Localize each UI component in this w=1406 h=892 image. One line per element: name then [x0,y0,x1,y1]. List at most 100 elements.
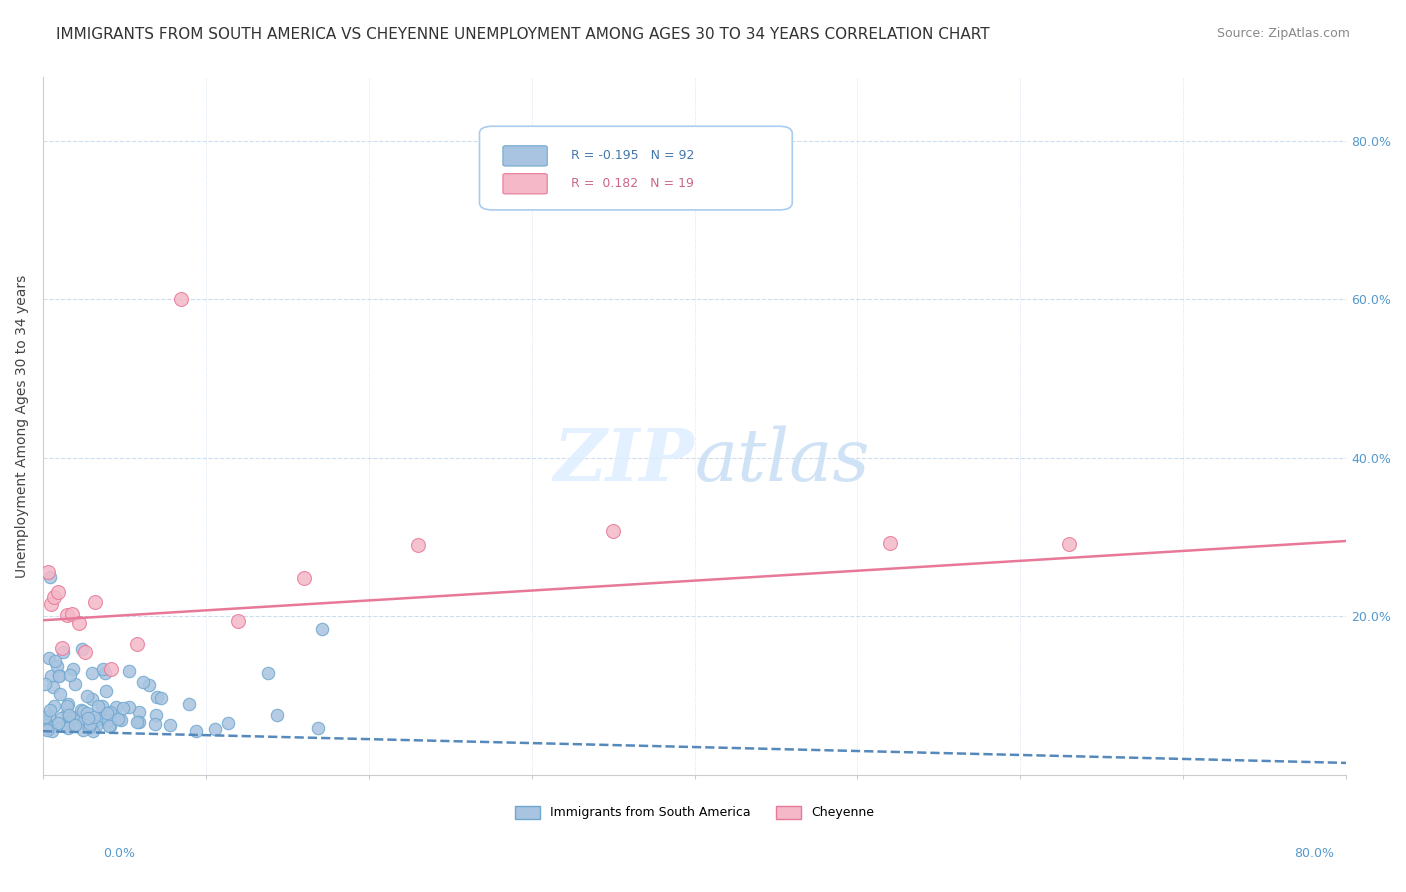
Point [125,715,148,730]
Point [118,699,141,714]
Point [132,674,155,689]
Point [84,595,107,609]
Point [879,536,901,550]
Text: R =  0.182   N = 19: R = 0.182 N = 19 [571,177,693,190]
Point [90,712,112,726]
Point [52,645,75,659]
Point [75,716,97,731]
Point [42,699,65,714]
Point [83,710,105,724]
Text: ZIP: ZIP [554,425,695,497]
Point [91,662,114,676]
Point [80,692,103,706]
Point [62,662,84,676]
Point [59,716,82,731]
Point [34,717,56,731]
Point [39,597,62,611]
Point [98,718,121,732]
Point [311,622,333,636]
Point [67,616,90,631]
Point [84,719,107,733]
Point [55,719,77,733]
FancyBboxPatch shape [479,127,792,210]
Point [110,713,132,727]
Point [45,658,67,673]
Point [38,651,60,665]
Point [184,724,207,739]
Point [44,591,66,605]
Point [228,615,250,629]
Point [48,667,70,681]
Point [145,708,167,723]
Point [127,637,149,651]
Point [49,687,72,701]
Point [34,710,56,724]
Point [38,709,60,723]
Point [90,698,112,713]
Point [82,665,104,680]
Text: 80.0%: 80.0% [1295,847,1334,861]
Point [51,640,73,655]
Point [49,711,72,725]
Point [41,723,63,738]
Point [128,705,150,719]
Point [266,707,288,722]
Point [98,719,121,733]
Point [60,607,83,621]
Point [34,712,56,726]
Legend: Immigrants from South America, Cheyenne: Immigrants from South America, Cheyenne [510,801,879,824]
Text: Source: ZipAtlas.com: Source: ZipAtlas.com [1216,27,1350,40]
Point [82,723,104,738]
Point [46,716,69,731]
Point [58,707,80,722]
Point [56,721,79,735]
Point [55,706,77,721]
Point [149,690,172,705]
FancyBboxPatch shape [503,145,547,166]
Point [75,645,97,659]
Point [76,689,98,703]
Point [77,711,100,725]
Point [217,716,239,731]
Point [69,703,91,717]
Point [100,662,122,676]
Text: 0.0%: 0.0% [104,847,135,861]
Point [177,697,200,711]
Point [72,704,94,718]
Point [58,697,80,711]
Point [138,678,160,692]
Point [39,569,62,583]
Text: atlas: atlas [695,425,870,496]
Point [145,717,167,731]
Point [406,538,429,552]
Point [56,698,79,713]
Point [56,715,79,730]
FancyBboxPatch shape [503,174,547,194]
Point [118,664,141,678]
Point [39,703,62,717]
Point [56,607,79,622]
Point [107,712,129,726]
Point [112,701,135,715]
Point [34,721,56,735]
Point [65,710,87,724]
Y-axis label: Unemployment Among Ages 30 to 34 years: Unemployment Among Ages 30 to 34 years [15,275,30,578]
Point [62,711,84,725]
Point [159,717,181,731]
Point [292,571,315,585]
Point [38,722,60,736]
Point [46,585,69,599]
Point [73,714,96,729]
Point [72,723,94,738]
Point [104,699,127,714]
Point [1057,537,1080,551]
Point [59,667,82,681]
Point [44,655,66,669]
Point [48,669,70,683]
Point [87,698,110,713]
Point [70,641,93,656]
Text: R = -0.195   N = 92: R = -0.195 N = 92 [571,149,695,162]
Point [34,677,56,691]
Point [79,717,101,731]
Point [86,713,108,727]
